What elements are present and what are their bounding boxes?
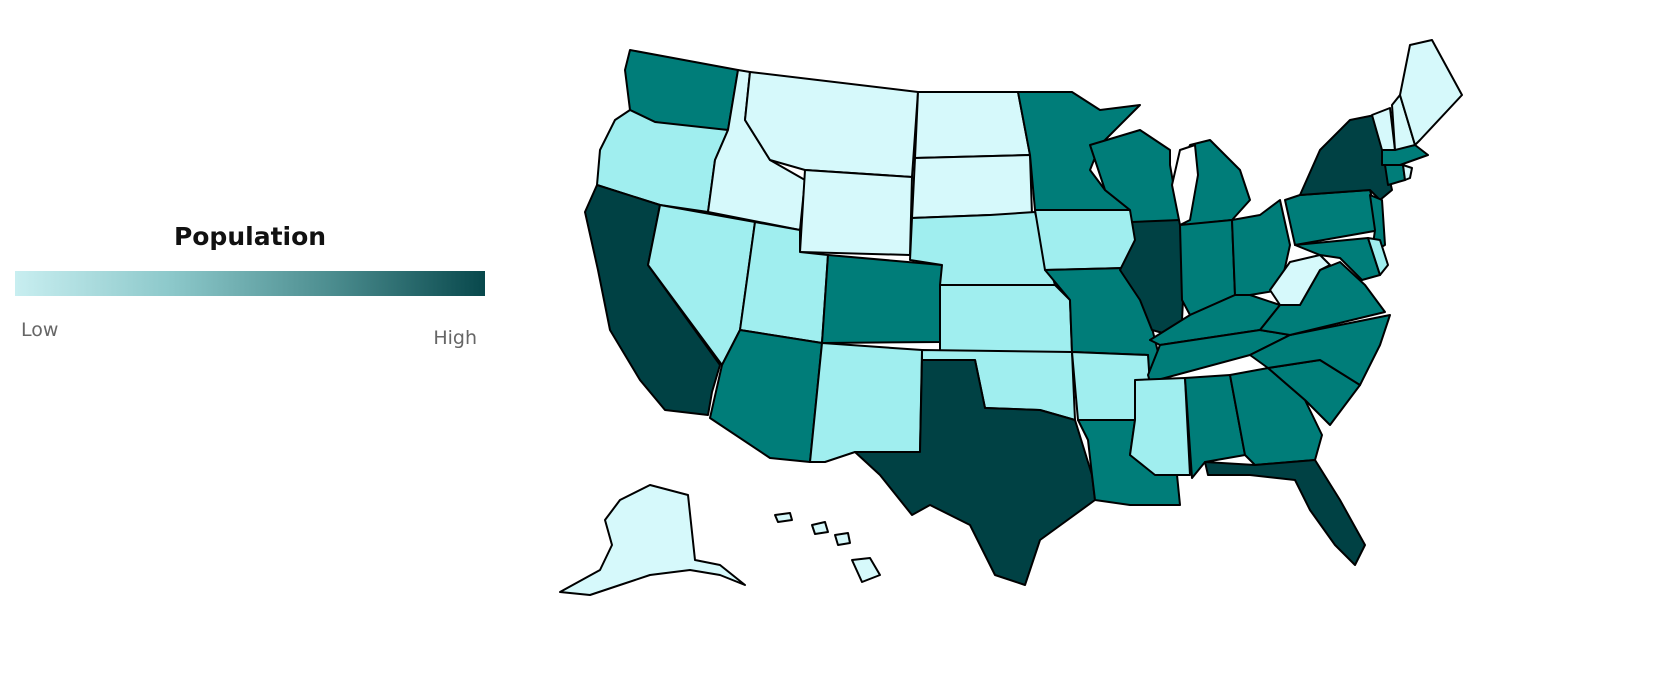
state-north-dakota[interactable] [914, 91, 1031, 159]
state-rhode-island[interactable] [1402, 164, 1413, 181]
legend: Population Low High [15, 222, 485, 349]
state-hawaii-island[interactable] [834, 532, 851, 546]
state-alabama[interactable] [1184, 374, 1246, 479]
state-hawaii[interactable] [851, 557, 881, 583]
state-delaware[interactable] [1367, 237, 1389, 276]
legend-high-label: High [433, 327, 477, 349]
state-florida[interactable] [1204, 459, 1366, 566]
state-new-mexico[interactable] [809, 342, 923, 463]
state-pennsylvania[interactable] [1284, 189, 1381, 246]
legend-title: Population [173, 222, 327, 251]
state-minnesota[interactable] [1017, 91, 1141, 211]
state-hawaii-island[interactable] [774, 512, 793, 523]
lake-michigan [1171, 144, 1199, 226]
state-texas[interactable] [854, 359, 1096, 586]
state-west-virginia[interactable] [1269, 254, 1331, 306]
state-mississippi[interactable] [1129, 377, 1191, 476]
state-alaska[interactable] [559, 484, 746, 596]
state-hawaii-island[interactable] [811, 521, 829, 535]
state-montana[interactable] [744, 71, 919, 178]
state-maine[interactable] [1399, 39, 1463, 146]
state-kansas[interactable] [939, 284, 1073, 353]
state-colorado[interactable] [821, 254, 943, 344]
state-connecticut[interactable] [1384, 164, 1406, 186]
state-wyoming[interactable] [799, 169, 913, 256]
legend-color-bar [15, 271, 485, 296]
legend-low-label: Low [21, 319, 59, 341]
